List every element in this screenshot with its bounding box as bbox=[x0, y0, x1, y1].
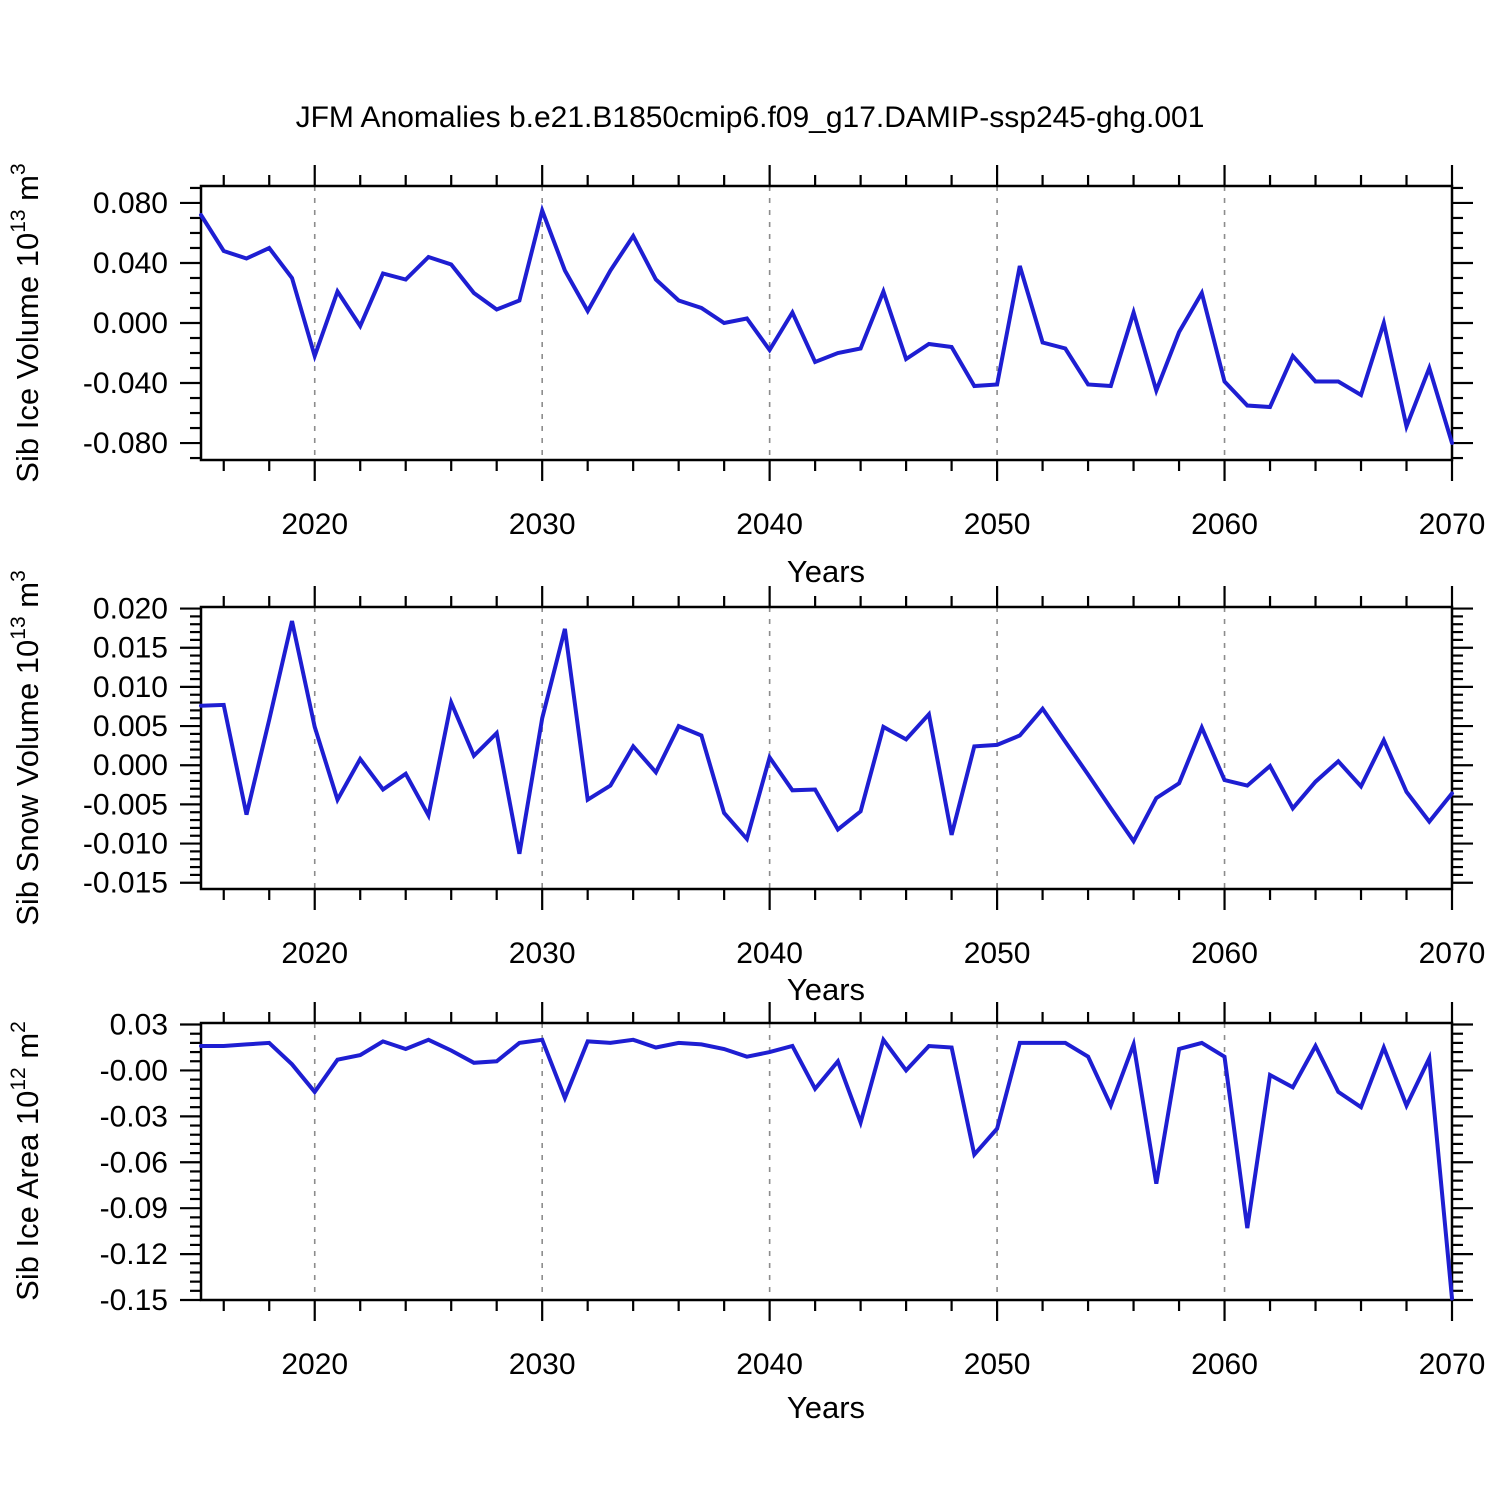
y-axis-title-snow-volume: Sib Snow Volume 1013 m3 bbox=[7, 570, 45, 926]
data-line-panel-1 bbox=[199, 203, 1454, 445]
panel-3: 2020 2030 2040 2050 2060 2070 0.03 -0.00 -0.03 -0… bbox=[100, 1002, 1486, 1381]
y-tick-label: 0.080 bbox=[93, 187, 168, 220]
y-axis-title-exponent: 12 bbox=[7, 1067, 30, 1090]
y-axis-title-unit-exponent: 3 bbox=[7, 570, 30, 582]
y-tick-label: 0.005 bbox=[93, 710, 168, 743]
y-tick-label: 0.010 bbox=[93, 671, 168, 704]
y-tick-label: -0.040 bbox=[83, 367, 168, 400]
x-tick-label: 2030 bbox=[509, 937, 576, 970]
x-tick-label: 2020 bbox=[281, 508, 348, 541]
x-tick-label: 2040 bbox=[736, 1348, 803, 1381]
x-tick-label: 2020 bbox=[281, 937, 348, 970]
y-axis-title-ice-area: Sib Ice Area 1012 m2 bbox=[7, 1021, 45, 1301]
plot-frame bbox=[199, 184, 1454, 462]
x-tick-label: 2020 bbox=[281, 1348, 348, 1381]
y-axis-title-exponent: 13 bbox=[7, 209, 30, 232]
plot-frame bbox=[199, 605, 1454, 891]
y-tick-label: 0.040 bbox=[93, 247, 168, 280]
y-axis-title-unit-exponent: 2 bbox=[7, 1021, 30, 1033]
y-tick-label: -0.09 bbox=[100, 1192, 168, 1225]
panel-1: 2020 2030 2040 2050 2060 2070 0.080 0.040 0.000 -… bbox=[83, 165, 1485, 541]
x-axis-title-panel1: Years bbox=[787, 554, 865, 589]
y-axis-title-text: Sib Snow Volume 10 bbox=[10, 640, 45, 926]
x-tick-label: 2030 bbox=[509, 1348, 576, 1381]
y-tick-label: 0.000 bbox=[93, 749, 168, 782]
y-tick-label: 0.03 bbox=[110, 1009, 168, 1042]
x-tick-label: 2030 bbox=[509, 508, 576, 541]
data-line-panel-3 bbox=[199, 1035, 1454, 1301]
y-tick-label: -0.010 bbox=[83, 828, 168, 861]
y-tick-label: -0.080 bbox=[83, 427, 168, 460]
x-tick-label: 2050 bbox=[964, 937, 1031, 970]
x-tick-label: 2050 bbox=[964, 508, 1031, 541]
x-axis-title-panel3: Years bbox=[787, 1390, 865, 1425]
x-tick-label: 2050 bbox=[964, 1348, 1031, 1381]
data-line-panel-2 bbox=[199, 620, 1454, 855]
x-tick-label: 2060 bbox=[1191, 508, 1258, 541]
y-tick-label: -0.06 bbox=[100, 1146, 168, 1179]
x-tick-label: 2040 bbox=[736, 937, 803, 970]
x-tick-label: 2070 bbox=[1419, 508, 1486, 541]
x-axis-title-panel2: Years bbox=[787, 972, 865, 1007]
y-axis-title-unit: m bbox=[10, 175, 45, 209]
x-tick-label: 2070 bbox=[1419, 1348, 1486, 1381]
y-axis-title-text: Sib Ice Area 10 bbox=[10, 1091, 45, 1301]
y-axis-title-exponent: 13 bbox=[7, 616, 30, 639]
y-tick-label: -0.15 bbox=[100, 1284, 168, 1317]
y-axis-title-text: Sib Ice Volume 10 bbox=[10, 233, 45, 483]
x-tick-label: 2040 bbox=[736, 508, 803, 541]
y-axis-title-ice-volume: Sib Ice Volume 1013 m3 bbox=[7, 163, 45, 482]
y-tick-label: -0.00 bbox=[100, 1054, 168, 1087]
y-tick-label: -0.12 bbox=[100, 1238, 168, 1271]
y-tick-label: 0.000 bbox=[93, 307, 168, 340]
y-axis-title-unit-exponent: 3 bbox=[7, 163, 30, 175]
y-tick-label: -0.03 bbox=[100, 1100, 168, 1133]
y-tick-label: 0.020 bbox=[93, 593, 168, 626]
y-axis-title-unit: m bbox=[10, 1033, 45, 1067]
y-tick-label: -0.005 bbox=[83, 788, 168, 821]
y-axis-title-unit: m bbox=[10, 582, 45, 616]
chart-title: JFM Anomalies b.e21.B1850cmip6.f09_g17.D… bbox=[296, 101, 1205, 134]
x-tick-label: 2060 bbox=[1191, 937, 1258, 970]
y-tick-label: -0.015 bbox=[83, 867, 168, 900]
plot-frame bbox=[199, 1021, 1454, 1302]
y-tick-label: 0.015 bbox=[93, 632, 168, 665]
panels-group: 2020 2030 2040 2050 2060 2070 0.080 0.040 0.000 -… bbox=[83, 165, 1485, 1381]
x-tick-label: 2060 bbox=[1191, 1348, 1258, 1381]
panel-2: 2020 2030 2040 2050 2060 2070 0.020 0.015 0.010 0… bbox=[83, 586, 1485, 970]
x-tick-label: 2070 bbox=[1419, 937, 1486, 970]
